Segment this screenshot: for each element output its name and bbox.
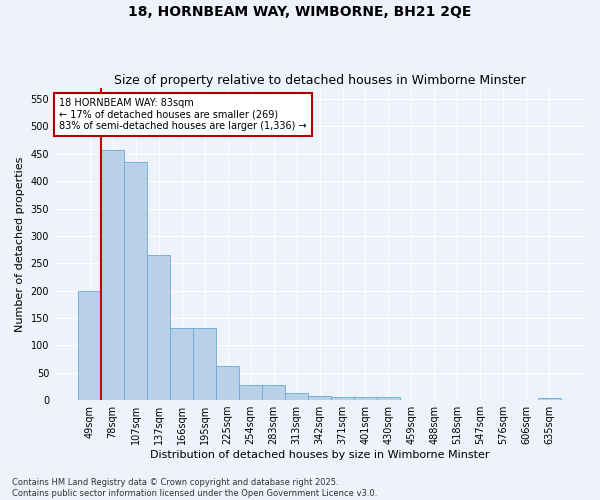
- Bar: [262, 385, 285, 400]
- Bar: [538, 398, 561, 400]
- Text: 18 HORNBEAM WAY: 83sqm
← 17% of detached houses are smaller (269)
83% of semi-de: 18 HORNBEAM WAY: 83sqm ← 17% of detached…: [59, 98, 307, 130]
- Bar: [354, 398, 377, 400]
- Bar: [285, 393, 308, 400]
- Y-axis label: Number of detached properties: Number of detached properties: [15, 156, 25, 332]
- Bar: [124, 162, 147, 400]
- Title: Size of property relative to detached houses in Wimborne Minster: Size of property relative to detached ho…: [113, 74, 526, 87]
- Bar: [147, 255, 170, 400]
- Bar: [239, 385, 262, 400]
- Bar: [308, 396, 331, 400]
- Bar: [193, 328, 216, 400]
- Bar: [216, 366, 239, 400]
- Text: Contains HM Land Registry data © Crown copyright and database right 2025.
Contai: Contains HM Land Registry data © Crown c…: [12, 478, 377, 498]
- Text: 18, HORNBEAM WAY, WIMBORNE, BH21 2QE: 18, HORNBEAM WAY, WIMBORNE, BH21 2QE: [128, 5, 472, 19]
- X-axis label: Distribution of detached houses by size in Wimborne Minster: Distribution of detached houses by size …: [150, 450, 489, 460]
- Bar: [331, 398, 354, 400]
- Bar: [377, 398, 400, 400]
- Bar: [101, 150, 124, 400]
- Bar: [78, 290, 101, 400]
- Bar: [170, 328, 193, 400]
